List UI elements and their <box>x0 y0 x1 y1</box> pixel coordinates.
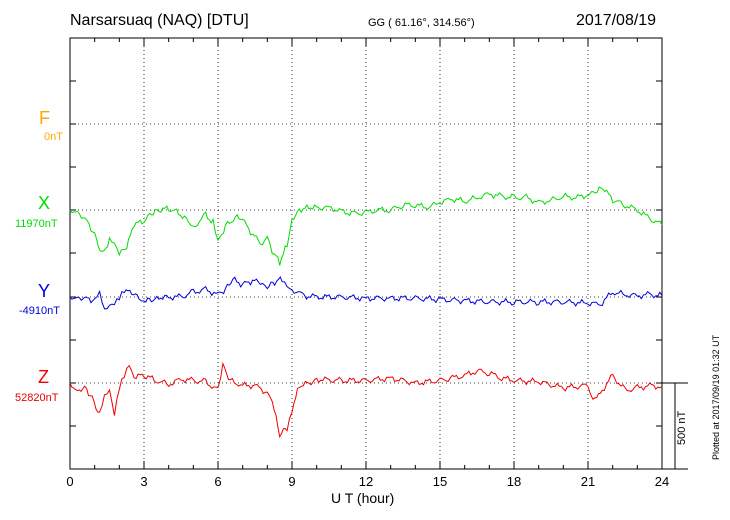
x-tick-label: 6 <box>214 474 221 489</box>
x-tick-label: 12 <box>359 474 373 489</box>
channel-f-baseline: 0nT <box>44 131 63 143</box>
x-tick-label: 15 <box>433 474 447 489</box>
geographic-coordinates: GG ( 61.16°, 314.56°) <box>368 17 475 29</box>
plot-date: 2017/08/19 <box>576 12 657 29</box>
x-tick-label: 0 <box>66 474 73 489</box>
x-tick-label: 21 <box>581 474 595 489</box>
channel-y-label: Y <box>38 281 51 301</box>
channel-z-baseline: 52820nT <box>15 392 59 404</box>
channel-x-baseline: 11970nT <box>15 218 58 230</box>
series-line-z <box>69 361 663 439</box>
channel-y-baseline: -4910nT <box>19 305 60 317</box>
x-tick-label: 9 <box>288 474 295 489</box>
channel-x-label: X <box>38 193 51 213</box>
x-tick-label: 3 <box>140 474 147 489</box>
channel-z-label: Z <box>38 367 49 387</box>
x-tick-label: 24 <box>655 474 669 489</box>
series-line-x <box>69 186 663 266</box>
x-tick-label: 18 <box>507 474 521 489</box>
x-axis-label: U T (hour) <box>331 490 395 506</box>
station-title: Narsarsuaq (NAQ) [DTU] <box>70 12 249 29</box>
series-line-y <box>69 276 663 310</box>
channel-f-label: F <box>39 108 50 128</box>
